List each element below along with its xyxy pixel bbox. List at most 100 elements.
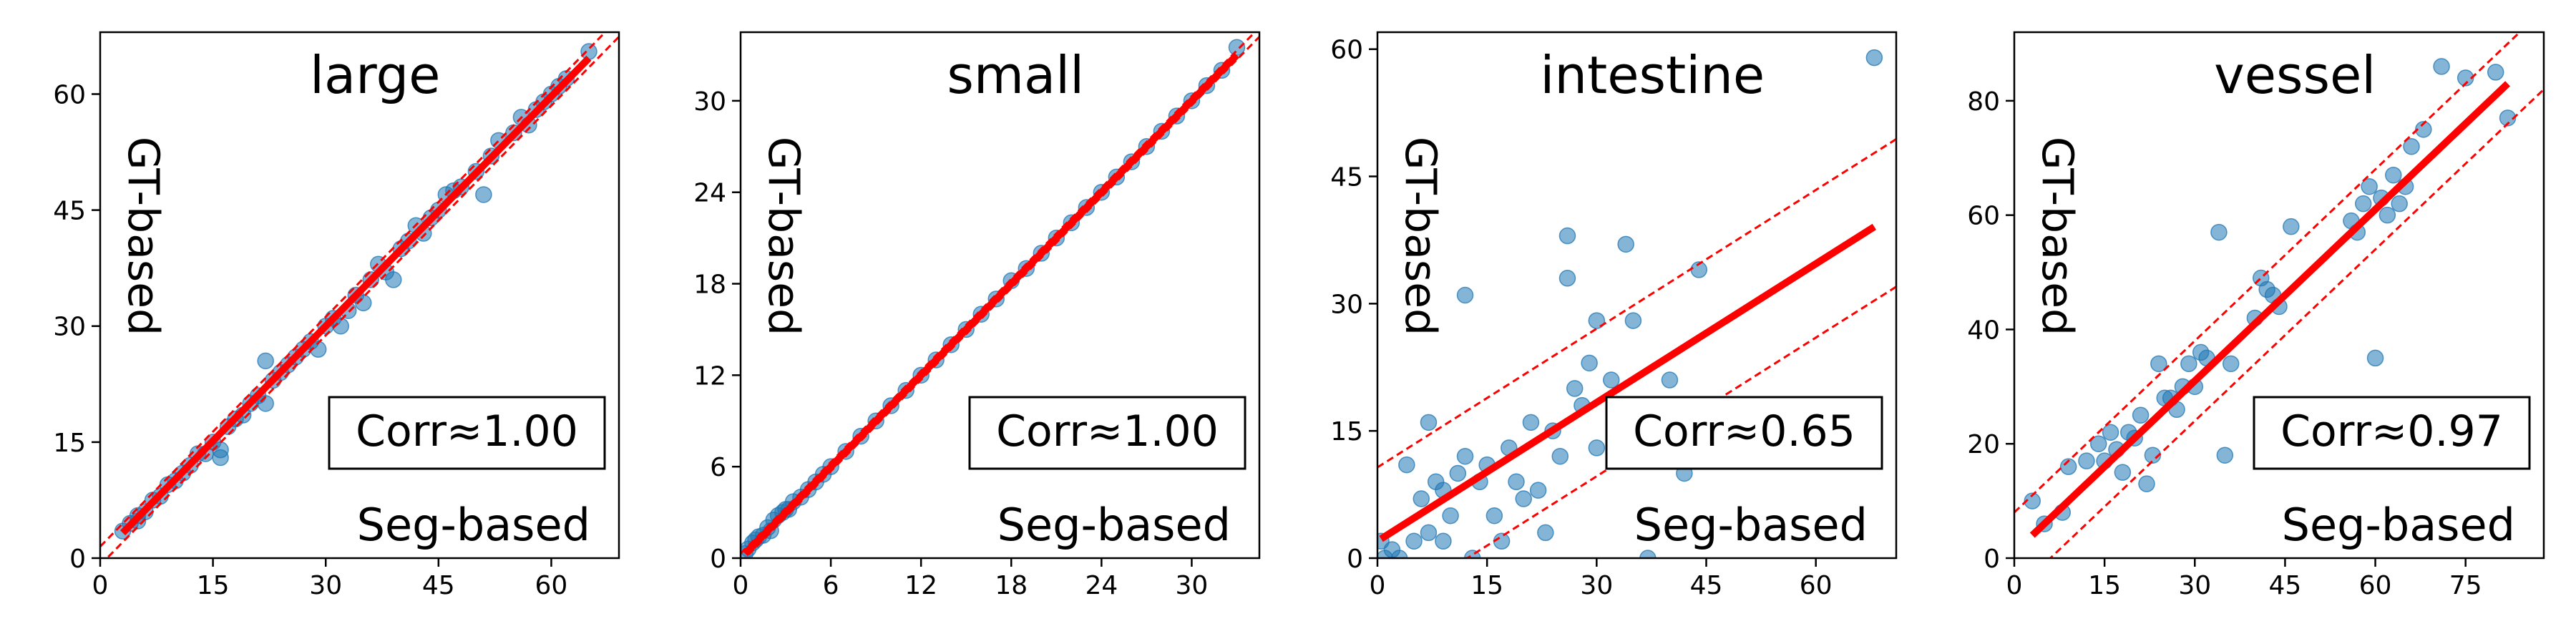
- x-tick-label: 60: [535, 571, 568, 600]
- data-point: [2385, 166, 2402, 184]
- data-point: [2366, 349, 2384, 367]
- data-point: [1515, 490, 1532, 507]
- data-point: [1442, 507, 1459, 525]
- data-point: [1390, 550, 1408, 558]
- data-point: [1617, 235, 1634, 253]
- y-tick-label: 24: [693, 179, 726, 208]
- y-tick-label: 30: [1330, 290, 1363, 319]
- data-point: [2138, 475, 2155, 492]
- data-point: [2415, 121, 2432, 138]
- x-tick-label: 60: [2359, 571, 2392, 600]
- x-tick-label: 15: [197, 571, 230, 600]
- x-axis-label: Seg-based: [997, 499, 1231, 551]
- x-tick-label: 15: [2088, 571, 2121, 600]
- correlation-label: Corr≈1.00: [996, 406, 1219, 457]
- data-point: [1639, 550, 1657, 558]
- y-tick-label: 18: [693, 270, 726, 300]
- correlation-box: [968, 396, 1246, 470]
- subplot-large: 0 15 30 45 60 0 15 30 45 60 large GT-based Seg-based…: [53, 31, 620, 600]
- data-point: [1558, 227, 1576, 245]
- x-tick-label: 15: [1470, 571, 1503, 600]
- data-point: [2216, 447, 2234, 464]
- data-point: [212, 449, 229, 467]
- data-point: [2059, 458, 2077, 475]
- y-tick-label: 0: [710, 545, 726, 574]
- data-point: [2024, 492, 2041, 509]
- x-tick-label: 30: [309, 571, 342, 600]
- x-axis-label: Seg-based: [2282, 499, 2515, 551]
- x-tick-label: 0: [1370, 571, 1386, 600]
- x-axis-label: Seg-based: [357, 499, 590, 551]
- x-tick-label: 0: [92, 571, 109, 600]
- data-point: [2078, 452, 2095, 469]
- y-tick-label: 30: [693, 87, 726, 117]
- data-point: [1420, 414, 1438, 431]
- x-tick-label: 75: [2449, 571, 2482, 600]
- chart-title: intestine: [1540, 45, 1765, 105]
- y-tick-label: 6: [710, 453, 726, 482]
- data-point: [257, 352, 274, 370]
- data-point: [1405, 532, 1423, 550]
- data-point: [1566, 380, 1584, 397]
- data-point: [1456, 447, 1474, 465]
- x-tick-label: 30: [1580, 571, 1613, 600]
- y-tick-label: 30: [53, 313, 86, 342]
- data-point: [2487, 64, 2504, 81]
- y-axis-label: GT-based: [118, 137, 168, 336]
- y-tick-label: 0: [69, 545, 86, 574]
- data-point: [2354, 195, 2372, 213]
- scatter-points: [2024, 58, 2517, 532]
- y-tick-label: 60: [53, 80, 86, 109]
- data-point: [2433, 58, 2450, 75]
- y-axis-label: GT-based: [1395, 137, 1445, 336]
- fit-lines: [2014, 32, 2544, 558]
- y-axis-label: GT-based: [2032, 137, 2082, 336]
- data-point: [2403, 138, 2420, 155]
- data-point: [2361, 177, 2378, 195]
- data-point: [332, 317, 349, 335]
- data-point: [1398, 456, 1415, 474]
- data-point: [2457, 69, 2474, 87]
- correlation-box: [328, 396, 606, 470]
- data-point: [2391, 195, 2408, 213]
- x-tick-label: 12: [904, 571, 937, 600]
- y-axis-label: GT-based: [758, 137, 809, 336]
- data-point: [1493, 532, 1511, 550]
- data-point: [1435, 532, 1452, 550]
- regression-line: [1379, 223, 1877, 542]
- data-point: [2180, 355, 2197, 373]
- axes-frame: [739, 31, 1261, 560]
- scatter-points: [1377, 49, 1883, 558]
- y-tick-label: 12: [693, 361, 726, 391]
- subplot-intestine: 0 15 30 45 60 0 15 30 45 60 intestine GT-based Seg-b…: [1330, 31, 1898, 600]
- x-tick-label: 45: [2269, 571, 2302, 600]
- data-point: [2144, 447, 2162, 464]
- x-tick-label: 6: [823, 571, 839, 600]
- correlation-box: [1605, 396, 1883, 470]
- data-point: [1522, 414, 1540, 431]
- y-tick-label: 80: [1967, 87, 2000, 117]
- data-point: [1588, 439, 1606, 457]
- data-point: [1661, 371, 1679, 389]
- chart-title: vessel: [2214, 45, 2376, 105]
- x-tick-label: 0: [733, 571, 749, 600]
- upper-band-line: [2014, 32, 2522, 514]
- subplot-small: 0 6 12 18 24 30 0 6 12 18 24 30 small GT-based Seg-bas…: [693, 31, 1261, 600]
- data-point: [1603, 371, 1620, 389]
- correlation-label: Corr≈0.97: [2280, 406, 2503, 457]
- axes-frame: [99, 31, 620, 560]
- data-point: [385, 271, 402, 288]
- x-tick-label: 0: [2006, 571, 2023, 600]
- x-tick-label: 24: [1085, 571, 1118, 600]
- data-point: [1456, 286, 1474, 304]
- correlation-label: Corr≈0.65: [1633, 406, 1855, 457]
- data-point: [1420, 524, 1438, 542]
- lower-band-line: [2049, 88, 2544, 558]
- subplot-vessel: 0 15 30 45 60 75 0 20 40 60 80 vessel GT-based Seg-ba…: [1967, 31, 2545, 600]
- data-point: [1581, 354, 1598, 372]
- data-point: [1865, 49, 1883, 67]
- data-point: [309, 341, 327, 358]
- data-point: [2222, 355, 2240, 373]
- y-tick-label: 60: [1967, 202, 2000, 231]
